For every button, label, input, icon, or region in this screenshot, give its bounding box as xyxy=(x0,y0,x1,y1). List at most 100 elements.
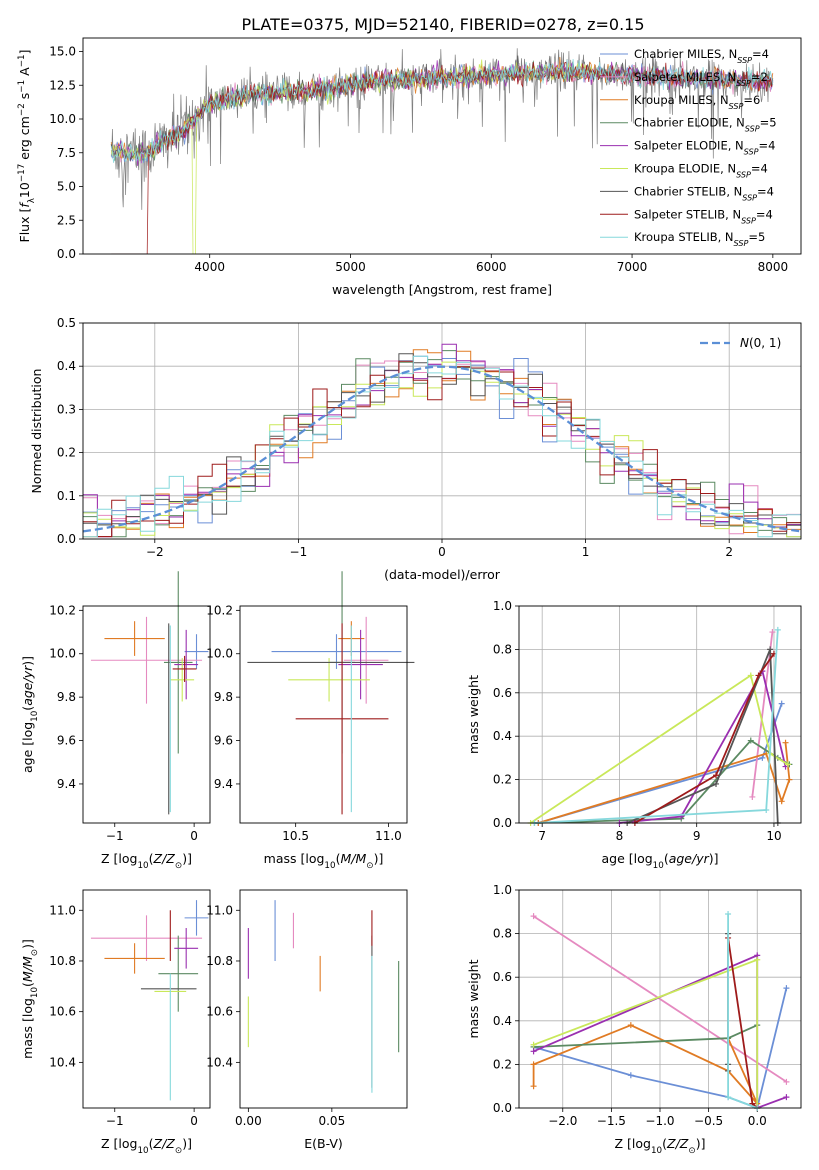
x-tick-label: 1 xyxy=(582,545,590,559)
y-tick-label: 12.5 xyxy=(49,78,76,92)
x-tick-label: 4000 xyxy=(194,260,225,274)
x-axis-label: Z [log10(Z/Z⊙)] xyxy=(615,1136,706,1156)
y-tick-label: 9.4 xyxy=(57,777,76,791)
y-tick-label: 10.2 xyxy=(206,603,233,617)
y-tick-label: 0.2 xyxy=(493,773,512,787)
x-tick-label: 0.0 xyxy=(748,1114,767,1128)
y-tick-label: 0.0 xyxy=(493,816,512,830)
weight-line-6 xyxy=(530,673,789,824)
legend-entry-9: Kroupa STELIB, NSSP=5 xyxy=(634,230,765,248)
x-axis-label: Z [log10(Z/Z⊙)] xyxy=(101,1136,192,1156)
weight-marker-1 xyxy=(759,754,766,761)
y-tick-label: 0.0 xyxy=(493,1101,512,1115)
axes-frame xyxy=(82,889,211,1109)
x-axis-label: wavelength [Angstrom, rest frame] xyxy=(332,282,552,297)
legend-gaussian-label: N(0, 1) xyxy=(740,336,781,350)
x-tick-label: 10 xyxy=(766,829,781,843)
weight-line-6 xyxy=(533,958,759,1108)
x-tick-label: 5000 xyxy=(335,260,366,274)
residuals-panel: −2 −1 0 1 2 0.0 0.1 0.2 0.3 0.4 0.5 N(0, 1) (data-mo… xyxy=(29,316,802,582)
y-tick-label: 2.5 xyxy=(57,213,76,227)
y-tick-label: 7.5 xyxy=(57,146,76,160)
legend-entry-8: Salpeter STELIB, NSSP=4 xyxy=(634,207,773,225)
weight-line-9 xyxy=(727,914,758,1109)
y-tick-label: 10.8 xyxy=(206,954,233,968)
y-tick-label: 0.0 xyxy=(57,247,76,261)
weight-marker-2 xyxy=(769,629,776,636)
weight-marker-8 xyxy=(713,772,720,779)
y-tick-label: 10.6 xyxy=(206,1005,233,1019)
y-tick-label: 0.2 xyxy=(57,446,76,460)
x-tick-label: 8 xyxy=(616,829,624,843)
y-axis-label: mass weight xyxy=(466,959,481,1038)
weight-marker-1 xyxy=(627,1072,634,1079)
residual-histogram-8 xyxy=(83,360,801,537)
y-axis-label: Normed distribution xyxy=(29,369,44,494)
weight-vs-metallicity-panel: −2.0 −1.5 −1.0 −0.5 0.0 0.0 0.2 0.4 0.6 0.8 1.0 Z [… xyxy=(466,883,802,1156)
weight-line-9 xyxy=(534,629,779,824)
axes-frame xyxy=(518,605,802,824)
x-tick-label: 0.05 xyxy=(318,1114,345,1128)
figure-title: PLATE=0375, MJD=52140, FIBERID=0278, z=0… xyxy=(241,15,644,34)
y-tick-label: 1.0 xyxy=(493,599,512,613)
weight-marker-6 xyxy=(754,956,761,963)
x-axis-label: (data-model)/error xyxy=(384,567,501,582)
y-axis-label: mass weight xyxy=(466,675,481,754)
axes-frame xyxy=(82,605,211,824)
x-axis-label: E(B-V) xyxy=(304,1136,343,1151)
weight-marker-3 xyxy=(627,1022,634,1029)
weight-marker-3 xyxy=(530,1061,537,1068)
x-tick-label: −0.5 xyxy=(694,1114,723,1128)
spectrum-panel: 4000 5000 6000 7000 8000 0.0 2.5 5.0 7.5 10.0 12.5… xyxy=(17,37,802,297)
x-tick-label: −1.0 xyxy=(645,1114,674,1128)
mass-vs-extinction-panel: 0.00 0.05 10.4 10.6 10.8 11.0 E(B-V) xyxy=(206,889,408,1151)
y-tick-label: 0.6 xyxy=(493,686,512,700)
y-tick-label: 0.2 xyxy=(493,1057,512,1071)
y-axis-label: Flux [fλ10−17 erg cm−2 s−1 A−1] xyxy=(17,50,37,243)
x-tick-label: 9 xyxy=(693,829,701,843)
weight-line-8 xyxy=(634,653,775,824)
y-tick-label: 9.8 xyxy=(57,690,76,704)
x-axis-label: Z [log10(Z/Z⊙)] xyxy=(101,851,192,871)
x-tick-label: 0.00 xyxy=(235,1114,262,1128)
weight-marker-2 xyxy=(783,1078,790,1085)
y-tick-label: 10.4 xyxy=(49,1055,76,1069)
x-tick-label: 7 xyxy=(538,829,546,843)
y-tick-label: 9.8 xyxy=(214,690,233,704)
y-tick-label: 10.0 xyxy=(206,647,233,661)
age-vs-mass-panel: 10.5 11.0 9.4 9.6 9.8 10.0 10.2 mass [log10(M/M… xyxy=(206,571,415,871)
weight-marker-3 xyxy=(786,776,793,783)
legend-entry-4: Chabrier ELODIE, NSSP=5 xyxy=(634,116,777,134)
y-tick-label: 0.4 xyxy=(493,729,512,743)
y-axis-label: mass [log10(M/M⊙)] xyxy=(20,939,40,1059)
y-tick-label: 10.2 xyxy=(49,603,76,617)
x-tick-label: −1 xyxy=(290,545,308,559)
gaussian-reference-curve xyxy=(83,365,801,533)
x-tick-label: 7000 xyxy=(617,260,648,274)
y-tick-label: 1.0 xyxy=(493,883,512,897)
y-tick-label: 15.0 xyxy=(49,45,76,59)
y-tick-label: 0.1 xyxy=(57,489,76,503)
y-tick-label: 10.4 xyxy=(206,1055,233,1069)
y-tick-label: 10.0 xyxy=(49,112,76,126)
x-tick-label: −1.5 xyxy=(597,1114,626,1128)
weight-marker-1 xyxy=(778,700,785,707)
x-tick-label: 8000 xyxy=(758,260,789,274)
age-vs-metallicity-panel: −1 0 9.4 9.6 9.8 10.0 10.2 Z [log10(Z/Z⊙)] age [… xyxy=(20,571,211,871)
weight-marker-9 xyxy=(725,1094,732,1101)
y-tick-label: 10.0 xyxy=(49,647,76,661)
weight-marker-7 xyxy=(713,780,720,787)
weight-line-1 xyxy=(538,703,783,824)
weight-line-8 xyxy=(727,937,758,1109)
y-tick-label: 5.0 xyxy=(57,180,76,194)
x-tick-label: −2.0 xyxy=(548,1114,577,1128)
axes-frame xyxy=(82,37,802,255)
weight-marker-1 xyxy=(783,985,790,992)
legend-entry-2: Salpeter MILES, NSSP=2 xyxy=(634,70,768,88)
y-tick-label: 0.3 xyxy=(57,402,76,416)
weight-marker-3 xyxy=(782,739,789,746)
weight-marker-9 xyxy=(763,806,770,813)
residual-histogram-5 xyxy=(83,343,801,538)
model-spectrum-9 xyxy=(110,58,774,163)
